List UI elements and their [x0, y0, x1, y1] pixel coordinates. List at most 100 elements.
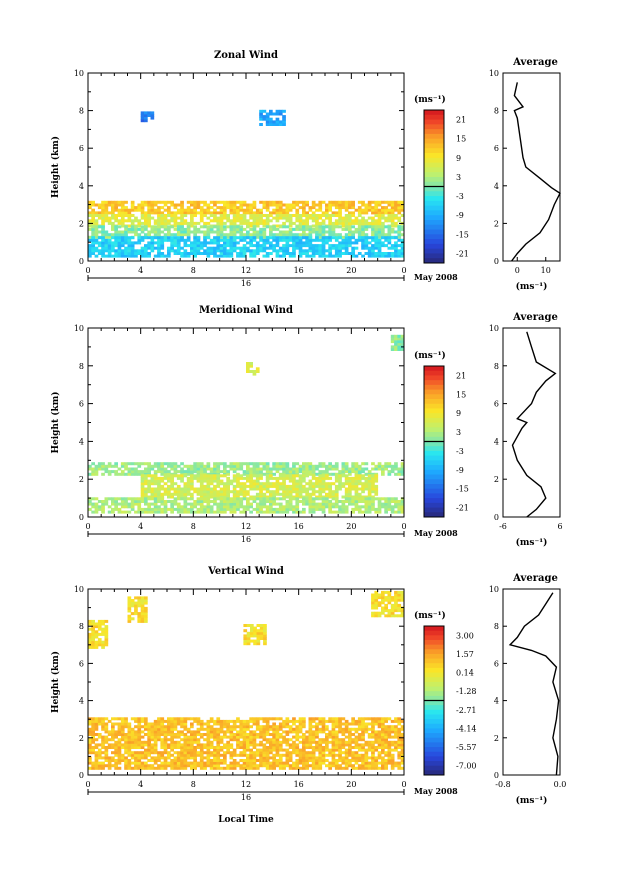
heatmap-cell: [137, 208, 142, 212]
heatmap-cell: [361, 759, 365, 762]
heatmap-cell: [173, 746, 178, 749]
heatmap-cell: [328, 761, 332, 765]
colorbar-unit: (ms⁻¹): [414, 350, 446, 361]
heatmap-cell: [374, 221, 379, 225]
heatmap-cell: [153, 203, 158, 207]
heatmap-cell: [351, 470, 355, 474]
heatmap-cell: [384, 464, 388, 468]
heatmap-cell: [223, 470, 227, 474]
heatmap-cell: [223, 206, 227, 210]
heatmap-cell: [262, 727, 267, 731]
heatmap-cell: [367, 479, 372, 483]
heatmap-cell: [390, 730, 395, 734]
heatmap-cell: [232, 241, 237, 245]
heatmap-cell: [275, 467, 280, 471]
heatmap-cell: [249, 244, 253, 248]
heatmap-cell: [193, 505, 197, 509]
heatmap-cell: [269, 233, 273, 237]
heatmap-cell: [285, 476, 290, 480]
heatmap-cell: [144, 612, 148, 616]
heatmap-cell: [265, 115, 270, 119]
heatmap-cell: [302, 214, 306, 217]
heatmap-cell: [127, 510, 132, 514]
heatmap-cell: [229, 738, 234, 742]
heatmap-cell: [367, 740, 372, 744]
heatmap-cell: [321, 221, 326, 225]
heatmap-cell: [278, 476, 283, 480]
heatmap-cell: [193, 500, 197, 503]
average-y-tick-label: 8: [494, 107, 499, 116]
heatmap-cell: [252, 227, 257, 231]
heatmap-cell: [357, 766, 362, 770]
heatmap-cell: [153, 751, 158, 755]
heatmap-cell: [196, 740, 201, 744]
heatmap-cell: [193, 203, 197, 207]
heatmap-cell: [199, 722, 204, 726]
heatmap-cell: [397, 502, 402, 506]
heatmap-cell: [282, 730, 286, 734]
heatmap-cell: [302, 738, 306, 742]
heatmap-cell: [400, 759, 405, 762]
heatmap-cell: [97, 252, 102, 255]
heatmap-cell: [381, 230, 385, 234]
heatmap-cell: [292, 236, 296, 240]
heatmap-cell: [91, 510, 95, 514]
heatmap-cell: [397, 505, 402, 509]
heatmap-cell: [371, 756, 375, 760]
heatmap-cell: [344, 761, 349, 765]
heatmap-cell: [288, 252, 293, 255]
heatmap-cell: [381, 738, 385, 742]
heatmap-cell: [147, 219, 151, 223]
heatmap-cell: [351, 476, 355, 480]
heatmap-cell: [117, 214, 122, 217]
heatmap-cell: [275, 252, 280, 255]
heatmap-cell: [150, 748, 155, 752]
heatmap-cell: [315, 482, 319, 486]
heatmap-cell: [364, 236, 369, 240]
heatmap-cell: [282, 109, 286, 113]
heatmap-cell: [104, 738, 109, 742]
heatmap-cell: [206, 482, 211, 486]
heatmap-cell: [186, 482, 191, 486]
heatmap-cell: [288, 753, 293, 757]
heatmap-cell: [117, 203, 122, 207]
heatmap-cell: [305, 502, 309, 506]
heatmap-cell: [252, 462, 257, 466]
heatmap-cell: [305, 233, 309, 237]
heatmap-cell: [209, 219, 214, 223]
heatmap-cell: [147, 733, 151, 736]
heatmap-cell: [252, 233, 257, 237]
heatmap-cell: [101, 244, 105, 248]
heatmap-cell: [315, 761, 319, 765]
heatmap-cell: [104, 238, 109, 242]
heatmap-cell: [157, 490, 161, 494]
heatmap-cell: [265, 484, 270, 488]
heatmap-cell: [387, 500, 392, 503]
heatmap-cell: [124, 462, 128, 466]
heatmap-cell: [183, 735, 188, 739]
heatmap-cell: [262, 730, 267, 734]
heatmap-cell: [157, 249, 161, 253]
heatmap-cell: [117, 507, 122, 511]
heatmap-cell: [252, 482, 257, 486]
heatmap-cell: [137, 614, 142, 618]
heatmap-cell: [140, 497, 145, 501]
heatmap-cell: [348, 492, 352, 496]
heatmap-cell: [140, 111, 145, 115]
heatmap-cell: [160, 766, 165, 770]
heatmap-cell: [269, 227, 273, 231]
heatmap-cell: [111, 200, 115, 204]
colorbar-segment: [424, 133, 444, 140]
heatmap-cell: [321, 500, 326, 503]
heatmap-cell: [88, 756, 92, 760]
heatmap-cell: [357, 464, 362, 468]
heatmap-cell: [120, 221, 125, 225]
heatmap-cell: [140, 203, 145, 207]
heatmap-cell: [160, 502, 165, 506]
heatmap-cell: [229, 464, 234, 468]
heatmap-cell: [107, 746, 112, 749]
heatmap-cell: [163, 502, 168, 506]
heatmap-cell: [236, 200, 240, 204]
heatmap-cell: [157, 482, 161, 486]
heatmap-cell: [157, 756, 161, 760]
